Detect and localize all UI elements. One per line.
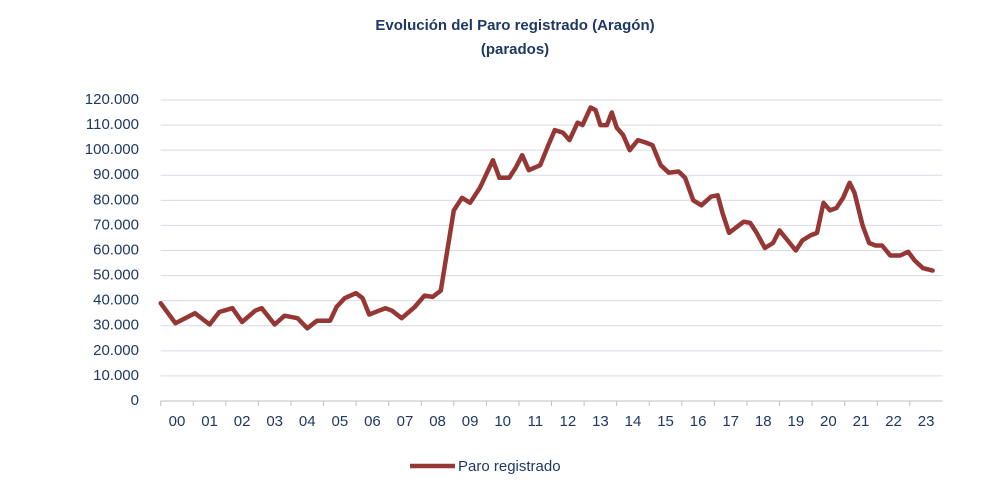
x-tick-label: 22	[885, 413, 902, 430]
y-tick-label: 10.000	[93, 367, 139, 384]
y-tick-label: 20.000	[93, 342, 139, 359]
x-tick-label: 03	[266, 413, 283, 430]
x-tick-label: 11	[527, 413, 543, 430]
y-tick-label: 80.000	[93, 191, 139, 208]
x-tick-label: 01	[201, 413, 218, 430]
y-tick-label: 70.000	[93, 216, 139, 233]
x-tick-label: 16	[690, 413, 707, 430]
x-tick-label: 20	[820, 413, 837, 430]
x-tick-label: 05	[331, 413, 348, 430]
y-tick-label: 90.000	[93, 166, 139, 183]
x-tick-label: 04	[299, 413, 316, 430]
x-tick-label: 21	[853, 413, 870, 430]
x-tick-label: 15	[657, 413, 674, 430]
x-tick-label: 08	[429, 413, 446, 430]
y-tick-label: 100.000	[85, 141, 139, 158]
y-tick-label: 120.000	[85, 91, 139, 108]
x-tick-label: 18	[755, 413, 772, 430]
x-tick-label: 14	[625, 413, 642, 430]
y-tick-label: 30.000	[93, 317, 139, 334]
x-tick-label: 17	[722, 413, 739, 430]
x-tick-label: 09	[462, 413, 479, 430]
x-tick-label: 12	[559, 413, 576, 430]
x-tick-label: 07	[397, 413, 414, 430]
chart-title: Evolución del Paro registrado (Aragón)	[375, 17, 654, 34]
legend-label: Paro registrado	[458, 458, 561, 475]
y-tick-label: 60.000	[93, 241, 139, 258]
y-tick-label: 110.000	[86, 116, 139, 133]
x-tick-label: 00	[169, 413, 186, 430]
x-tick-label: 19	[787, 413, 804, 430]
x-tick-label: 10	[494, 413, 511, 430]
x-tick-label: 06	[364, 413, 381, 430]
x-tick-label: 02	[234, 413, 251, 430]
y-tick-label: 50.000	[93, 267, 139, 284]
y-tick-label: 40.000	[93, 292, 139, 309]
x-tick-label: 23	[918, 413, 935, 430]
line	[158, 105, 935, 331]
y-tick-label: 0	[131, 392, 139, 409]
chart-subtitle: (parados)	[481, 41, 549, 58]
x-tick-label: 13	[592, 413, 609, 430]
